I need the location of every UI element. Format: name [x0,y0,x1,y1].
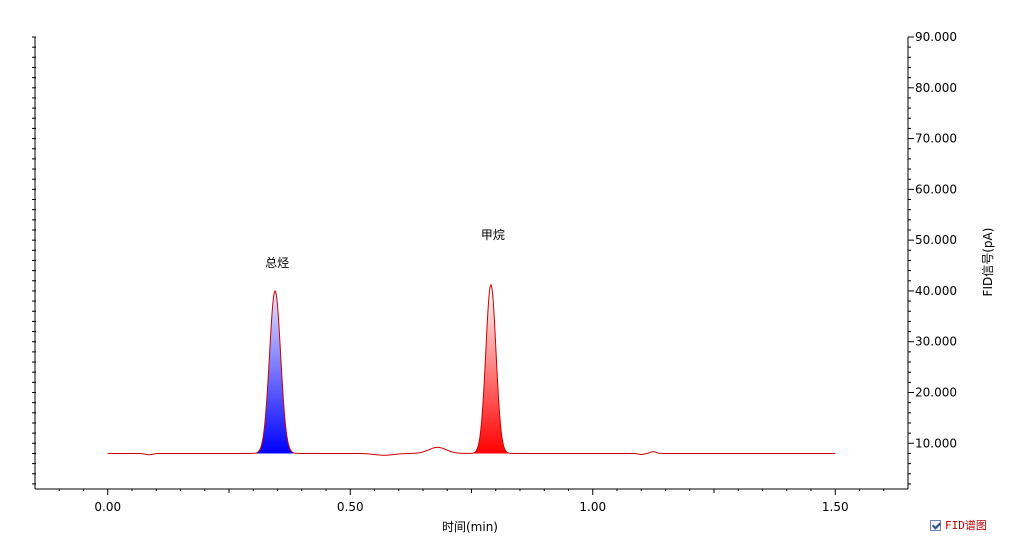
peak-fill [472,284,510,454]
x-tick-label: 1.00 [579,500,606,514]
legend[interactable]: FID谱图 [930,517,987,533]
peak-fill [255,290,296,454]
y-tick-label: 30.000 [915,335,957,349]
y-tick-label: 60.000 [915,182,957,196]
legend-checkbox[interactable] [930,519,941,531]
x-tick-label: 0.00 [94,500,121,514]
y-tick-label: 70.000 [915,132,957,146]
peak-labels: 总烃 甲烷 [265,228,505,270]
y-tick-label: 50.000 [915,233,957,247]
x-tick-label: 1.50 [822,500,849,514]
x-tick-label: 0.50 [337,500,364,514]
y-tick-label: 40.000 [915,284,957,298]
y-tick-label: 10.000 [915,436,957,450]
signal-trace [107,283,836,456]
peak-label: 总烃 [265,256,289,270]
signal-line [107,283,836,456]
axes: 10.000 20.000 30.000 40.000 50.000 60.000 70.0… [32,30,957,514]
y-tick-label: 90.000 [915,30,957,44]
x-axis-title: 时间(min) [442,520,498,534]
y-tick-label: 20.000 [915,386,957,400]
y-tick-label: 80.000 [915,81,957,95]
peak-label: 甲烷 [481,228,505,242]
y-axis-title: FID信号(pA) [981,228,995,297]
peak-fills [255,284,510,454]
legend-label: FID谱图 [945,519,987,532]
